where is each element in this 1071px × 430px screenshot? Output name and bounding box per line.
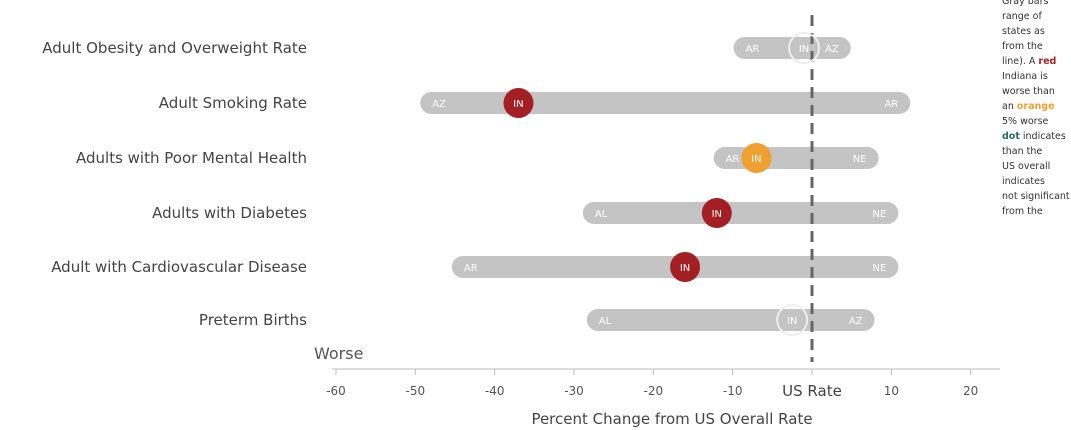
row: Adult Obesity and Overweight Rate AR AZ <box>42 37 851 59</box>
legend-line: Gray bars <box>1002 0 1071 9</box>
x-tick-label: 10 <box>884 384 899 398</box>
indiana-dot-label: IN <box>751 154 761 165</box>
x-tick-label: -60 <box>326 384 346 398</box>
range-max-state: AZ <box>849 316 863 327</box>
x-tick-label: -50 <box>406 384 426 398</box>
range-min-state: AR <box>464 263 478 274</box>
legend-line: not significant <box>1002 189 1071 204</box>
range-min-state: AZ <box>432 99 446 110</box>
legend-text-run: indicates <box>1002 176 1045 187</box>
legend-line: an orange <box>1002 99 1071 114</box>
category-label: Adults with Poor Mental Health <box>76 149 307 167</box>
legend-line: range of <box>1002 9 1071 24</box>
legend-text-run: US overall <box>1002 161 1051 172</box>
legend-text-run: not significant <box>1002 191 1070 202</box>
legend-text-run: red <box>1038 56 1057 67</box>
legend-line: 5% worse <box>1002 114 1071 129</box>
range-max-state: NE <box>873 209 887 220</box>
indiana-dot-label: IN <box>799 44 809 55</box>
legend-line: Indiana is <box>1002 69 1071 84</box>
legend-text-run: Gray bars <box>1002 0 1049 7</box>
x-tick-label: 20 <box>963 384 978 398</box>
legend-text-run: orange <box>1016 101 1055 112</box>
x-tick-label: -30 <box>564 384 584 398</box>
legend-line: from the <box>1002 204 1071 219</box>
legend-text-run: Indiana is <box>1002 71 1048 82</box>
legend-text-run: states as <box>1002 26 1045 37</box>
category-label: Adult Obesity and Overweight Rate <box>42 39 307 57</box>
legend-text-run: line). A <box>1002 56 1039 67</box>
range-max-state: AZ <box>825 44 839 55</box>
rows-layer: Adult Obesity and Overweight Rate AR AZAdu… <box>42 15 911 362</box>
indiana-dot <box>701 198 732 228</box>
worse-label: Worse <box>314 344 363 363</box>
legend-text-run: from the <box>1002 206 1043 217</box>
range-min-state: AL <box>599 316 612 327</box>
legend-text-run: than the <box>1002 146 1043 157</box>
legend-text-run: from the <box>1002 41 1043 52</box>
legend-line: than the <box>1002 144 1071 159</box>
indiana-dot <box>788 32 821 64</box>
indiana-dot-label: IN <box>787 316 797 327</box>
category-label: Adults with Diabetes <box>152 204 307 222</box>
row: Adults with Diabetes AL NE <box>152 202 899 224</box>
indiana-dot <box>741 143 772 173</box>
category-label: Adult with Cardiovascular Disease <box>51 258 307 276</box>
indiana-dot-label: IN <box>712 209 722 220</box>
legend-line: US overall <box>1002 159 1071 174</box>
legend-line: from the <box>1002 39 1071 54</box>
x-tick-label: -40 <box>485 384 505 398</box>
us-rate-tick-label: US Rate <box>782 382 842 400</box>
legend-line: worse than <box>1002 84 1071 99</box>
legend-text-run: range of <box>1002 11 1042 22</box>
x-axis-title: Percent Change from US Overall Rate <box>531 410 812 428</box>
category-label: Adult Smoking Rate <box>159 94 307 112</box>
x-tick-label: -10 <box>723 384 743 398</box>
indiana-dot-label: IN <box>513 99 523 110</box>
row: Adult with Cardiovascular Disease AR NE <box>51 256 899 278</box>
legend-text: Gray bars range of states as from the line).… <box>1002 0 1071 284</box>
legend-text-run: worse than <box>1002 86 1055 97</box>
indiana-dot <box>503 88 534 118</box>
range-max-state: AR <box>884 99 898 110</box>
row: Preterm Births AL AZ <box>199 309 875 331</box>
range-min-state: AL <box>595 209 608 220</box>
legend-line: indicates <box>1002 174 1071 189</box>
legend-text-run: dot <box>1002 131 1020 142</box>
range-max-state: NE <box>853 154 867 165</box>
range-dot-chart: Adult Obesity and Overweight Rate AR AZAdu… <box>42 15 1000 428</box>
legend-text-run: 5% worse <box>1002 116 1049 127</box>
legend-text-run: an <box>1002 101 1017 112</box>
indiana-dot <box>670 252 701 282</box>
x-tick-label: -20 <box>644 384 664 398</box>
legend-text-run: indicates <box>1019 131 1066 142</box>
legend-line: dot indicates <box>1002 129 1071 144</box>
category-label: Preterm Births <box>199 311 307 329</box>
indiana-dot-label: IN <box>680 263 690 274</box>
legend-line: line). A red <box>1002 54 1071 69</box>
range-max-state: NE <box>873 263 887 274</box>
range-min-state: AR <box>746 44 760 55</box>
indiana-dot <box>776 304 809 336</box>
legend-line: states as <box>1002 24 1071 39</box>
range-min-state: AR <box>726 154 740 165</box>
